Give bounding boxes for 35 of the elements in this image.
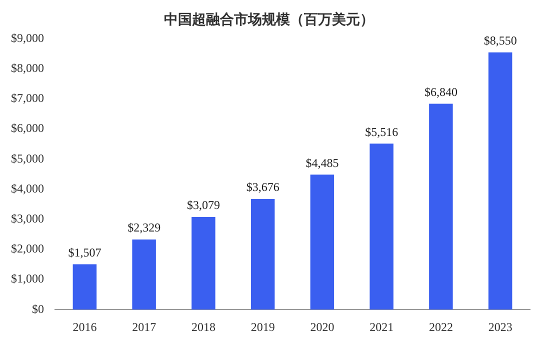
y-tick-label: $1,000 (11, 272, 44, 286)
bar (72, 264, 97, 310)
y-tick-label: $7,000 (11, 91, 44, 106)
x-tick-label: 2020 (310, 320, 334, 334)
x-tick-label: 2017 (132, 320, 156, 334)
x-tick-label: 2023 (488, 320, 512, 334)
y-tick-label: $6,000 (11, 121, 44, 136)
bar (310, 174, 334, 310)
data-label: $5,516 (365, 124, 398, 139)
data-label: $2,329 (128, 220, 161, 235)
x-tick-label: 2019 (250, 320, 275, 334)
x-tick-label: 2018 (191, 320, 216, 334)
y-tick-label: $5,000 (11, 151, 44, 166)
bar (192, 216, 216, 310)
bar (132, 240, 156, 310)
y-tick-label: $2,000 (11, 242, 44, 256)
x-tick-label: 2022 (428, 320, 453, 334)
bar (370, 144, 394, 310)
data-label: $4,485 (306, 156, 339, 170)
bar (488, 52, 512, 310)
y-tick-label: $8,000 (11, 61, 44, 76)
y-tick-label: $4,000 (11, 181, 44, 196)
data-label: $8,550 (484, 33, 517, 48)
bar (250, 198, 275, 310)
x-tick-label: 2021 (370, 320, 394, 334)
y-tick-label: $0 (32, 302, 44, 316)
data-label: $6,840 (424, 84, 458, 99)
data-label: $3,676 (246, 180, 280, 194)
bar (429, 104, 453, 310)
y-tick-label: $3,000 (11, 211, 44, 226)
chart-title: 中国超融合市场规模（百万美元） (164, 11, 374, 28)
y-tick-label: $9,000 (11, 30, 44, 45)
x-tick-label: 2016 (72, 320, 97, 334)
data-label: $3,079 (186, 198, 220, 212)
data-label: $1,507 (68, 245, 102, 260)
